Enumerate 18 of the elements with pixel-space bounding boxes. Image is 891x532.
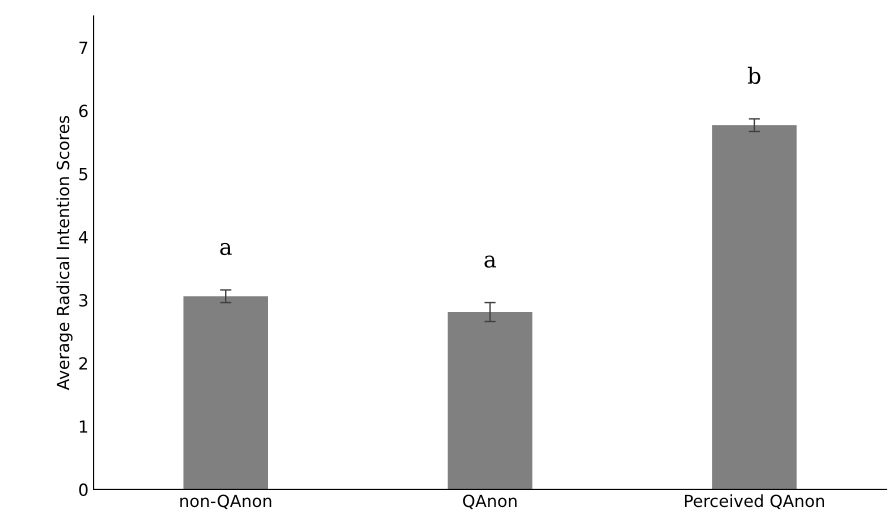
x-tick-label: QAnon bbox=[463, 494, 517, 510]
y-tick-label: 1 bbox=[80, 420, 88, 433]
y-axis-title: Average Radical Intention Scores bbox=[56, 116, 73, 390]
bar bbox=[712, 125, 797, 490]
x-tick-label: Perceived QAnon bbox=[684, 494, 824, 510]
y-tick-label: 6 bbox=[79, 104, 88, 118]
y-tick-label: 0 bbox=[79, 483, 88, 496]
y-tick-label: 4 bbox=[78, 231, 88, 244]
y-tick-label: 7 bbox=[79, 42, 88, 54]
y-tick-label: 5 bbox=[79, 168, 88, 180]
annotation: b bbox=[748, 66, 760, 84]
y-tick-label: 3 bbox=[79, 294, 88, 307]
x-tick-label: non-QAnon bbox=[180, 494, 272, 510]
annotation: a bbox=[220, 242, 232, 256]
y-tick-label: 2 bbox=[79, 357, 88, 370]
bar bbox=[448, 312, 532, 490]
bar bbox=[183, 296, 268, 490]
annotation: a bbox=[484, 256, 496, 268]
